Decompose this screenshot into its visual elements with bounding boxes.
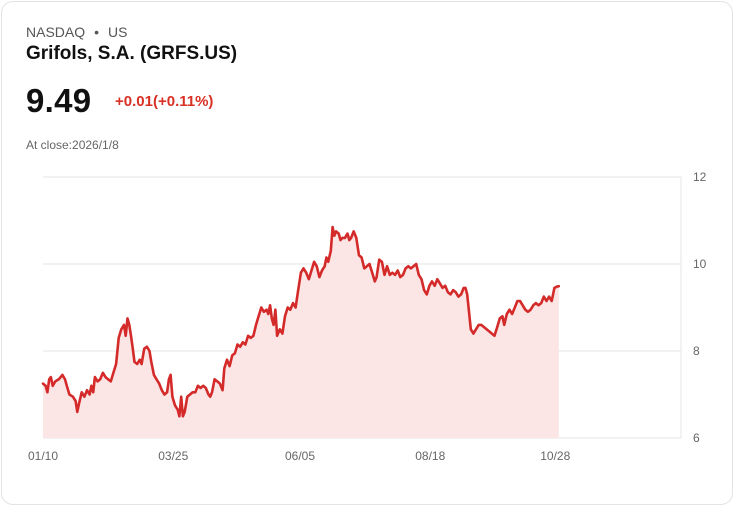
y-tick-label-8: 8 — [693, 344, 700, 358]
price-line — [41, 225, 561, 418]
price-area-fill — [43, 227, 559, 438]
x-tick-label: 10/28 — [540, 449, 570, 463]
x-tick-label: 06/05 — [285, 449, 315, 463]
close-label: At close: — [26, 138, 73, 152]
x-tick-label: 03/25 — [158, 449, 188, 463]
price-change: +0.01 (+0.11%) — [115, 93, 213, 110]
exchange-name: NASDAQ — [26, 24, 86, 40]
current-price: 9.49 — [26, 82, 92, 119]
y-tick-label-10: 10 — [693, 257, 707, 271]
change-amount: +0.01 — [115, 93, 153, 110]
y-tick-label-6: 6 — [693, 431, 700, 445]
change-percent: (+0.11%) — [152, 93, 214, 110]
x-tick-label: 08/18 — [415, 449, 445, 463]
x-tick-label: 01/10 — [28, 449, 58, 463]
y-tick-label-12: 12 — [693, 170, 707, 184]
region-name: US — [108, 24, 128, 40]
separator-dot: • — [94, 24, 100, 40]
close-info: At close: 2026/1/8 — [26, 138, 119, 152]
company-name: Grifols, S.A. (GRFS.US) — [26, 43, 238, 64]
close-date: 2026/1/8 — [72, 138, 119, 152]
exchange-line: NASDAQ • US — [26, 24, 127, 40]
